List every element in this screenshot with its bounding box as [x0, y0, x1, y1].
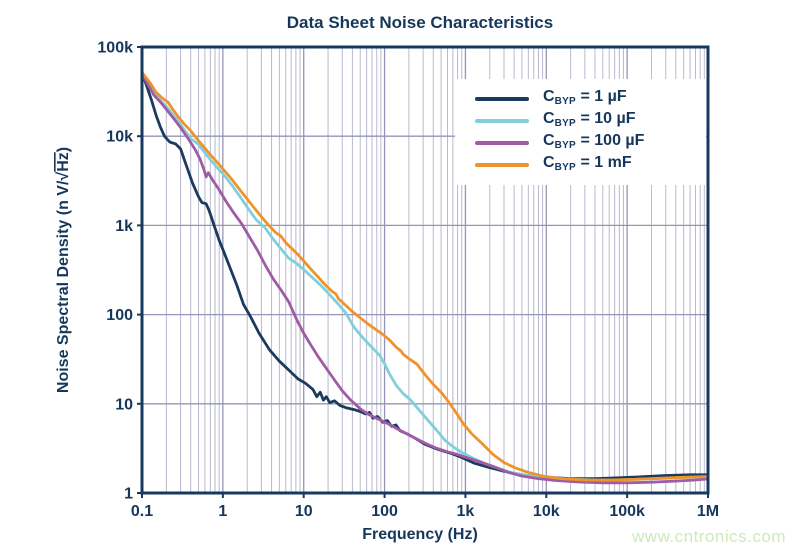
legend-label: CBYP = 1 mF [543, 153, 632, 173]
y-tick-labels: 100k 10k 1k 100 10 1 [97, 40, 133, 503]
curve-series-3 [140, 70, 710, 482]
legend-label: CBYP = 10 µF [543, 109, 636, 129]
x-tick-labels: 0.1 1 10 100 1k 10k 100k 1M [131, 503, 719, 520]
sqrt-symbol: √ [55, 172, 72, 181]
y-axis-title: Noise Spectral Density (n V/√Hz) [55, 147, 72, 393]
y-axis-title-suffix: ) [55, 147, 72, 152]
legend-item-3: CBYP = 1 mF [455, 154, 706, 176]
y-tick-label: 1k [115, 218, 133, 235]
legend-line-swatch [475, 141, 529, 145]
legend-item-1: CBYP = 10 µF [455, 110, 706, 132]
x-tick-label: 1 [218, 503, 227, 520]
legend-item-0: CBYP = 1 µF [455, 88, 706, 110]
legend-label: CBYP = 100 µF [543, 131, 645, 151]
y-axis-title-prefix: Noise Spectral Density (n V/ [55, 180, 72, 393]
plot-border [140, 45, 710, 495]
sqrt-argument: Hz [55, 152, 72, 172]
watermark-text: www.cntronics.com [631, 527, 786, 546]
curve-series-2 [140, 72, 710, 485]
x-tick-label: 1M [697, 503, 719, 520]
y-tick-label: 100 [106, 307, 133, 324]
legend-item-2: CBYP = 100 µF [455, 132, 706, 154]
x-tick-label: 10 [295, 503, 313, 520]
y-tick-label: 1 [124, 486, 133, 503]
legend-line-swatch [475, 97, 529, 101]
legend-label: CBYP = 1 µF [543, 87, 627, 107]
chart-title: Data Sheet Noise Characteristics [287, 13, 553, 32]
curve-series-0 [140, 70, 710, 480]
x-tick-label: 0.1 [131, 503, 153, 520]
curve-layer [140, 70, 710, 485]
y-tick-label: 10 [115, 396, 133, 413]
y-tick-label: 100k [97, 40, 133, 57]
chart-legend: CBYP = 1 µF CBYP = 10 µF CBYP = 100 µF CBYP… [455, 79, 706, 185]
x-tick-label: 10k [533, 503, 560, 520]
y-tick-label: 10k [106, 129, 133, 146]
x-tick-label: 100k [609, 503, 645, 520]
legend-line-swatch [475, 119, 529, 123]
x-axis-title: Frequency (Hz) [362, 526, 478, 543]
x-tick-label: 1k [457, 503, 475, 520]
tick-mark-layer [137, 46, 709, 498]
x-tick-label: 100 [371, 503, 398, 520]
legend-line-swatch [475, 163, 529, 167]
